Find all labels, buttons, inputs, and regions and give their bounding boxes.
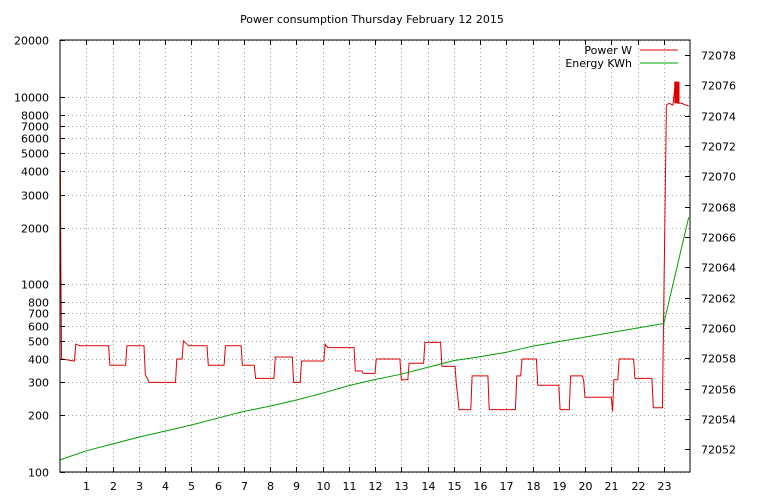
series-layer <box>59 81 690 461</box>
y-right-tick-label: 72064 <box>701 262 736 275</box>
x-tick-label: 3 <box>136 480 143 493</box>
y-left-tick-label: 7000 <box>21 121 49 134</box>
x-tick-label: 18 <box>527 480 541 493</box>
x-tick-label: 22 <box>632 480 646 493</box>
x-tick-label: 23 <box>658 480 672 493</box>
y-left-tick-label: 6000 <box>21 133 49 146</box>
y-right-tick-label: 72068 <box>701 202 736 215</box>
x-tick-label: 1 <box>83 480 90 493</box>
y-right-tick-label: 72070 <box>701 171 736 184</box>
y-right-tick-label: 72072 <box>701 141 736 154</box>
y-right-tick-label: 72076 <box>701 80 736 93</box>
y-right-tick-label: 72058 <box>701 353 736 366</box>
y-left-tick-label: 700 <box>28 308 49 321</box>
ticks-layer: 1 2 3 4 5 6 7 8 9 10 11 12 13 14 15 16 17 18 19 20 21 22 23100… <box>14 35 736 494</box>
x-tick-label: 17 <box>500 480 514 493</box>
x-tick-label: 12 <box>369 480 383 493</box>
grid-layer <box>60 40 690 473</box>
y-left-tick-label: 3000 <box>21 190 49 203</box>
y-left-tick-label: 5000 <box>21 148 49 161</box>
y-left-tick-label: 400 <box>28 354 49 367</box>
x-tick-label: 11 <box>343 480 357 493</box>
x-tick-label: 6 <box>215 480 222 493</box>
legend-label-power: Power W <box>584 44 632 57</box>
y-left-tick-label: 600 <box>28 321 49 334</box>
x-tick-label: 5 <box>188 480 195 493</box>
power-series-line <box>59 81 689 412</box>
y-right-tick-label: 72078 <box>701 50 736 63</box>
y-left-tick-label: 800 <box>28 297 49 310</box>
y-left-tick-label: 500 <box>28 336 49 349</box>
y-left-tick-label: 1000 <box>21 279 49 292</box>
x-tick-label: 20 <box>579 480 593 493</box>
x-tick-label: 19 <box>553 480 567 493</box>
y-right-tick-label: 72066 <box>701 232 736 245</box>
y-left-tick-label: 2000 <box>21 223 49 236</box>
y-right-tick-label: 72052 <box>701 444 736 457</box>
x-tick-label: 7 <box>241 480 248 493</box>
x-tick-label: 9 <box>293 480 300 493</box>
x-tick-label: 14 <box>422 480 436 493</box>
energy-series-line <box>59 217 690 461</box>
y-left-tick-label: 10000 <box>14 92 49 105</box>
y-left-tick-label: 300 <box>28 377 49 390</box>
y-right-tick-label: 72074 <box>701 111 736 124</box>
x-tick-label: 16 <box>474 480 488 493</box>
power-spike-block <box>674 81 680 104</box>
x-tick-label: 8 <box>267 480 274 493</box>
y-right-tick-label: 72054 <box>701 414 736 427</box>
x-tick-label: 10 <box>317 480 331 493</box>
y-left-tick-label: 8000 <box>21 110 49 123</box>
y-left-tick-label: 200 <box>28 410 49 423</box>
y-right-tick-label: 72060 <box>701 323 736 336</box>
x-tick-label: 13 <box>395 480 409 493</box>
x-tick-label: 21 <box>605 480 619 493</box>
chart-title: Power consumption Thursday February 12 2… <box>240 13 504 26</box>
legend: Power W Energy KWh <box>565 44 678 70</box>
y-left-tick-label: 20000 <box>14 35 49 48</box>
y-left-tick-label: 100 <box>28 467 49 480</box>
y-right-tick-label: 72062 <box>701 293 736 306</box>
x-tick-label: 15 <box>448 480 462 493</box>
x-tick-label: 2 <box>110 480 117 493</box>
x-tick-label: 4 <box>162 480 169 493</box>
y-left-tick-label: 4000 <box>21 166 49 179</box>
y-right-tick-label: 72056 <box>701 384 736 397</box>
legend-label-energy: Energy KWh <box>565 57 632 70</box>
